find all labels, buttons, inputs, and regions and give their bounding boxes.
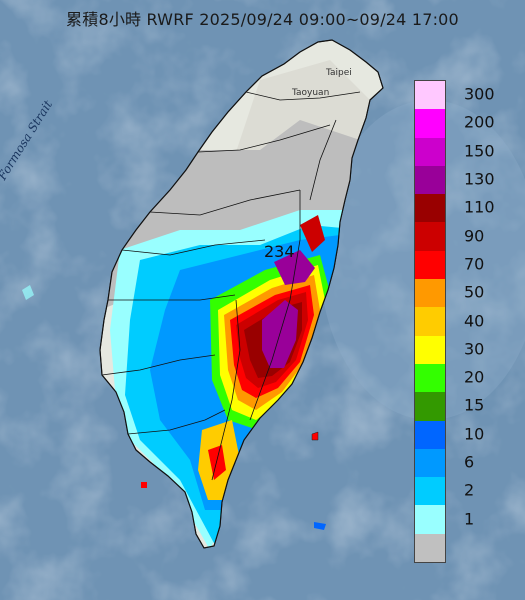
- legend-label: 1: [464, 509, 475, 529]
- legend-label: 50: [464, 282, 485, 302]
- legend-label: 20: [464, 367, 485, 387]
- legend-label: 15: [464, 395, 485, 415]
- legend-swatch: [415, 194, 445, 223]
- legend-label: 200: [464, 112, 495, 132]
- legend-swatch: [415, 533, 445, 563]
- legend-swatch: [415, 363, 445, 393]
- city-label-taoyuan: Taoyuan: [292, 88, 330, 98]
- legend-label: 70: [464, 254, 485, 274]
- legend-label: 150: [464, 141, 495, 161]
- legend-swatch: [415, 250, 445, 280]
- legend-swatch: [415, 420, 445, 449]
- legend-label: 10: [464, 424, 485, 444]
- legend-swatch: [415, 165, 445, 195]
- legend-swatch: [415, 81, 445, 110]
- legend-swatch: [415, 222, 445, 251]
- map-title: 累積8小時 RWRF 2025/09/24 09:00~09/24 17:00: [66, 10, 459, 29]
- rainfall-legend: [414, 80, 446, 564]
- legend-label: 40: [464, 311, 485, 331]
- legend-swatch: [415, 109, 445, 138]
- legend-label: 6: [464, 452, 475, 472]
- legend-swatch: [415, 335, 445, 364]
- legend-swatch: [415, 505, 445, 534]
- legend-swatch: [415, 448, 445, 478]
- legend-swatch: [415, 477, 445, 506]
- city-label-taipei: Taipei: [326, 68, 352, 78]
- legend-label: 90: [464, 226, 485, 246]
- legend-label: 2: [464, 480, 475, 500]
- peak-value-label: 234: [264, 242, 295, 261]
- legend-label: 30: [464, 339, 485, 359]
- legend-label: 110: [464, 197, 495, 217]
- legend-swatch: [415, 137, 445, 166]
- legend-label: 130: [464, 169, 495, 189]
- legend-swatch: [415, 392, 445, 421]
- legend-swatch: [415, 279, 445, 308]
- legend-label: 300: [464, 84, 495, 104]
- legend-swatch: [415, 307, 445, 336]
